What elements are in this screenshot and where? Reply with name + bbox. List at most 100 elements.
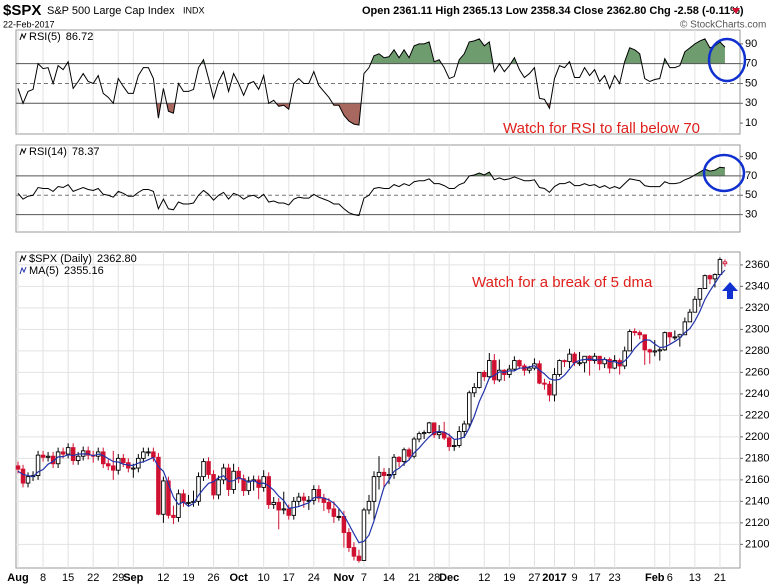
x-tick-label: 19 [503, 572, 515, 584]
candle-body [607, 359, 612, 369]
candle-body [281, 508, 286, 511]
candle-body [562, 360, 567, 363]
rsi-line [17, 166, 726, 217]
arrow [722, 282, 738, 299]
candle-body [667, 332, 673, 338]
candle-body [612, 360, 617, 369]
x-tick-label: 10 [258, 572, 270, 584]
candle-body [241, 478, 246, 492]
y-tick-label: 90 [745, 151, 757, 163]
annotation: Watch for a break of 5 dma [472, 274, 653, 291]
y-tick-label: 2340 [745, 280, 769, 292]
candle-body [557, 360, 562, 375]
candle-body [40, 454, 46, 458]
legend-icon [19, 32, 27, 41]
candle-body [356, 555, 362, 561]
candle-body [261, 476, 266, 488]
x-tick-label: 26 [207, 572, 219, 584]
candle-body [146, 451, 151, 454]
x-tick-label: 19 [182, 572, 194, 584]
candle-body [276, 501, 281, 511]
y-tick-label: 50 [745, 77, 757, 89]
legend-value: 86.72 [66, 31, 94, 43]
y-tick-label: 2280 [745, 345, 769, 357]
candle-body [411, 438, 417, 457]
highlight-circle [707, 37, 747, 83]
candle-body [567, 353, 572, 363]
candle-body [111, 465, 116, 471]
date: 22-Feb-2017 [3, 19, 55, 29]
candle-body [151, 451, 156, 458]
candle-body [431, 422, 437, 436]
candle-body [311, 489, 317, 501]
candle-body [396, 456, 402, 463]
x-tick-label: Sep [123, 572, 143, 584]
candle-body [421, 432, 427, 435]
candle-body [100, 451, 106, 465]
candle-body [657, 349, 663, 352]
candle-body [517, 360, 522, 367]
change-arrow [732, 8, 740, 14]
y-tick-label: 90 [745, 38, 757, 50]
x-tick-label: Aug [7, 572, 28, 584]
x-tick-label: 29 [112, 572, 124, 584]
candle-body [316, 489, 322, 499]
y-tick-label: 2320 [745, 302, 769, 314]
x-tick-label: 9 [571, 572, 577, 584]
candle-body [201, 461, 206, 478]
x-tick-label: Dec [439, 572, 459, 584]
highlight-circle [702, 153, 746, 193]
y-tick-label: 50 [745, 189, 757, 201]
y-tick-label: 2360 [745, 259, 769, 271]
candle-body [697, 288, 703, 300]
candle-body [672, 336, 678, 339]
x-tick-label: 23 [609, 572, 621, 584]
candle-body [497, 369, 502, 381]
exchange: INDX [183, 5, 205, 15]
candle-body [346, 532, 352, 549]
legend-icon [19, 266, 27, 275]
y-tick-label: 2120 [745, 517, 769, 529]
candle-body [632, 331, 637, 334]
x-tick-label: 8 [40, 572, 46, 584]
rsi-line [17, 38, 726, 126]
candle-body [451, 445, 457, 447]
x-tick-label: Nov [334, 572, 356, 584]
y-tick-label: 10 [745, 117, 757, 129]
legend-name: MA(5) [29, 265, 59, 277]
panels: 10 30 50 70 90 RSI(5) 86.72 Watch for RSI to fa… [7, 29, 769, 584]
y-tick-label: 2160 [745, 474, 769, 486]
x-tick-label: 21 [714, 572, 726, 584]
x-tick-label: 14 [383, 572, 395, 584]
candle-body [246, 480, 251, 492]
legend-name: RSI(14) [29, 146, 67, 158]
candle-body [386, 474, 392, 477]
candle-body [472, 386, 477, 394]
candle-body [121, 457, 126, 464]
y-tick-label: 2260 [745, 366, 769, 378]
candle-body [627, 331, 632, 352]
x-tick-label: 17 [588, 572, 600, 584]
legend-icon [19, 254, 27, 263]
y-tick-label: 70 [745, 58, 757, 70]
candle-body [687, 311, 693, 323]
y-tick-label: 2100 [745, 538, 769, 550]
credit: © StockCharts.com [680, 20, 766, 31]
candle-body [477, 371, 482, 388]
candle-body [662, 332, 668, 351]
candle-body [436, 432, 442, 436]
candle-body [366, 500, 372, 511]
y-tick-label: 2140 [745, 495, 769, 507]
candle-body [642, 334, 647, 351]
panel [15, 251, 741, 569]
candle-body [487, 360, 492, 378]
candle-body [216, 479, 221, 496]
x-tick-label: 13 [689, 572, 701, 584]
candle-body [712, 274, 718, 280]
y-tick-label: 70 [745, 170, 757, 182]
candle-body [461, 423, 467, 432]
candle-body [622, 350, 627, 367]
candle-body [131, 467, 136, 470]
candle-body [226, 467, 231, 490]
candle-body [682, 321, 688, 336]
